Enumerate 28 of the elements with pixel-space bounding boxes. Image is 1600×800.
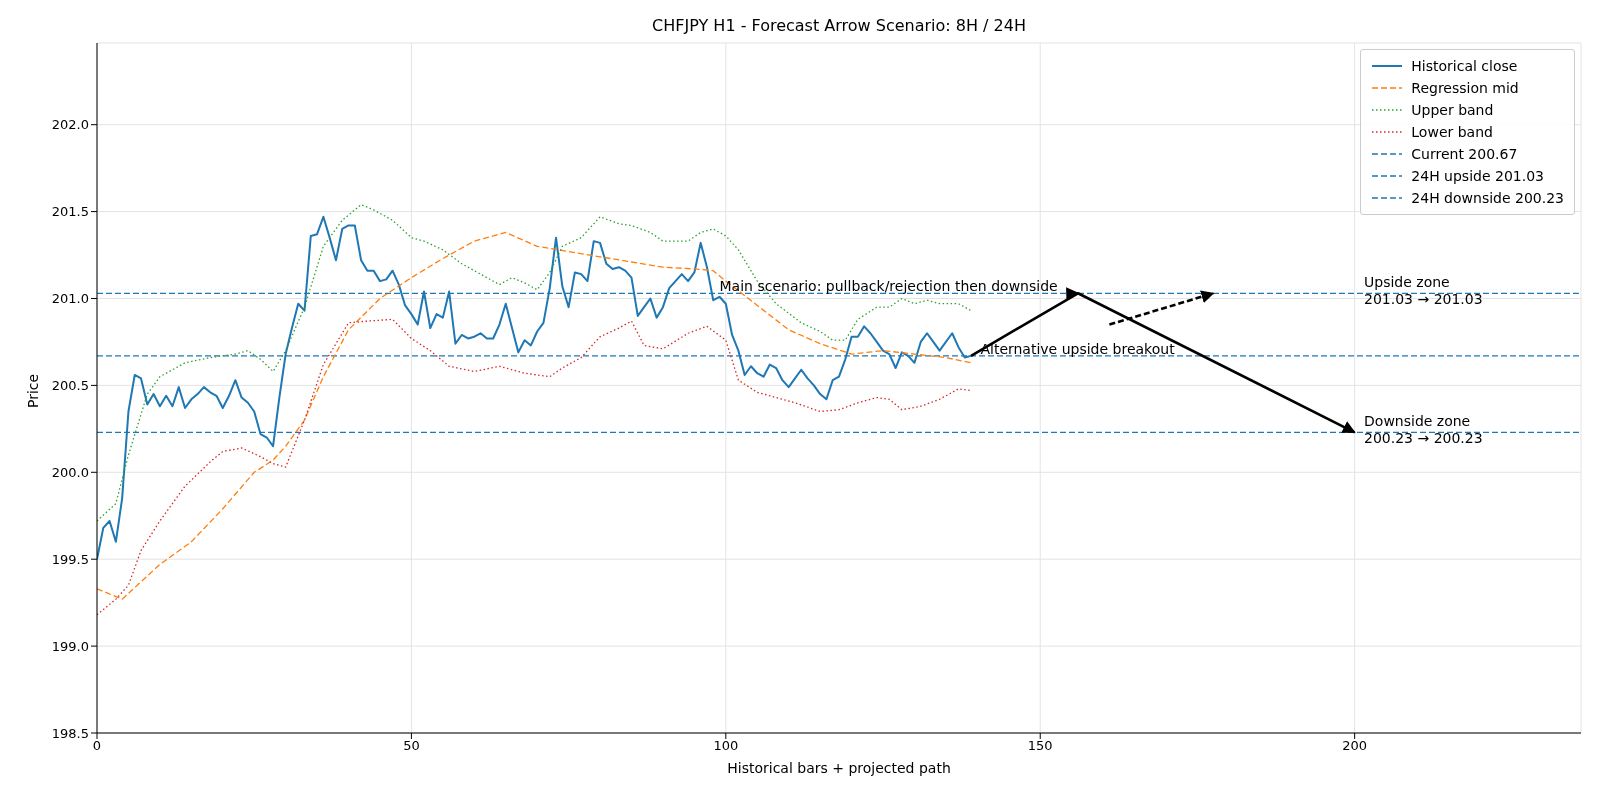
line-series [97, 318, 972, 616]
legend-label: Regression mid [1411, 80, 1519, 96]
annotation: Upside zone 201.03 → 201.03 [1364, 274, 1483, 308]
y-tick-label: 200.0 [51, 464, 89, 480]
legend-label: 24H upside 201.03 [1411, 168, 1544, 184]
y-tick-label: 199.5 [51, 551, 89, 567]
x-tick-label: 150 [1027, 738, 1053, 754]
x-axis-title: Historical bars + projected path [727, 760, 951, 776]
y-tick-label: 199.0 [51, 638, 89, 654]
legend-label: 24H downside 200.23 [1411, 190, 1564, 206]
legend-label: Lower band [1411, 124, 1493, 140]
y-tick-label: 200.5 [51, 378, 89, 394]
chart-title: CHFJPY H1 - Forecast Arrow Scenario: 8H / 24H [651, 16, 1027, 35]
y-axis-title: Price [24, 373, 41, 408]
legend-label: Historical close [1411, 58, 1518, 74]
x-tick-label: 200 [1342, 738, 1368, 754]
y-tick-label: 202.0 [51, 117, 89, 133]
legend-label: Current 200.67 [1411, 146, 1518, 162]
annotation: Downside zone 200.23 → 200.23 [1364, 413, 1483, 447]
annotation: Main scenario: pullback/rejection then downside [719, 277, 1058, 294]
x-tick-label: 50 [403, 738, 420, 754]
annotation: Alternative upside breakout [980, 340, 1176, 357]
x-tick-label: 0 [92, 738, 102, 754]
legend-label: Upper band [1411, 102, 1494, 118]
y-tick-label: 201.5 [51, 204, 89, 220]
x-tick-label: 100 [713, 738, 739, 754]
y-tick-label: 201.0 [51, 291, 89, 307]
y-tick-label: 198.5 [51, 725, 89, 741]
